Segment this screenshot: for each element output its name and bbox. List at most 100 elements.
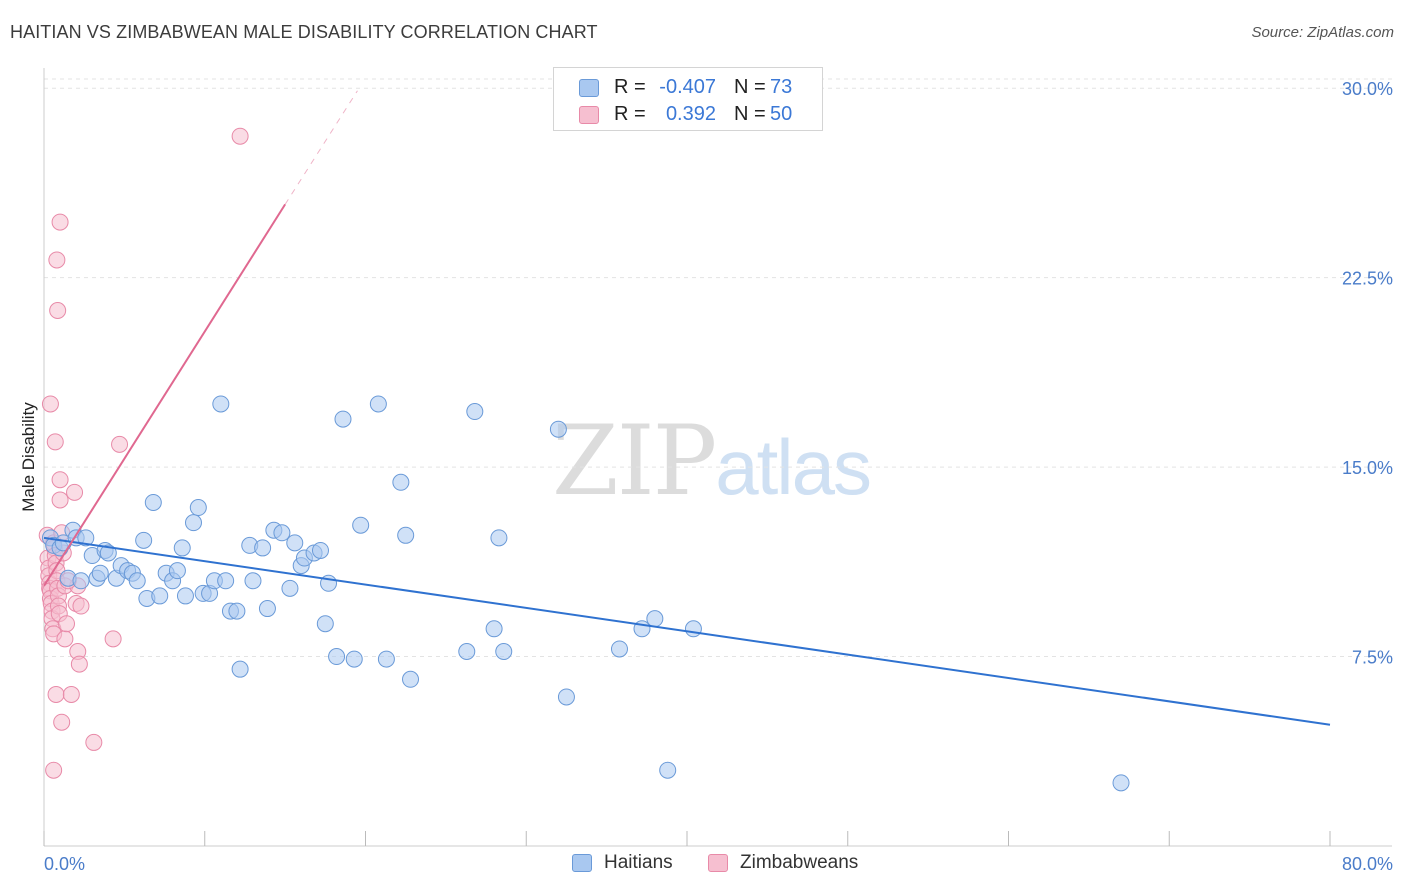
legend-r-label: R = — [614, 76, 646, 98]
trend-lines — [43, 90, 1331, 726]
zimbabweans-point — [53, 713, 71, 731]
haitians-point — [659, 761, 677, 779]
legend-row-haitians: R = -0.407 N = 73 — [554, 75, 822, 102]
zimbabweans-point — [45, 761, 63, 779]
zimbabweans-swatch — [579, 106, 599, 124]
legend-n-label: N = — [734, 103, 766, 125]
haitians-point — [397, 526, 415, 544]
zimbabweans-point — [51, 213, 69, 231]
x-ticks — [43, 831, 1331, 846]
x-tick-label: 80.0% — [1342, 854, 1393, 874]
legend-n-value: 50 — [770, 103, 793, 125]
haitians-point — [184, 514, 202, 532]
zimbabweans-point — [46, 433, 64, 451]
correlation-legend: R = -0.407 N = 73 R = 0.392 N = 50 — [553, 67, 823, 131]
haitians-point — [392, 473, 410, 491]
haitians-point — [231, 660, 249, 678]
haitians-point — [281, 579, 299, 597]
series-legend: Haitians Zimbabweans — [0, 851, 1406, 877]
haitians-legend-label: Haitians — [604, 852, 673, 873]
haitians-point — [485, 620, 503, 638]
haitians-point — [176, 587, 194, 605]
haitians-point — [254, 539, 272, 557]
haitians-point — [495, 643, 513, 660]
haitians-point — [258, 600, 276, 618]
zimbabweans-point — [66, 483, 84, 501]
haitians-point — [328, 648, 346, 666]
haitians-point — [99, 544, 117, 562]
source-credit: Source: ZipAtlas.com — [1251, 24, 1394, 41]
haitians-point — [144, 493, 162, 511]
zimbabweans-point — [56, 630, 74, 648]
series-haitians — [41, 395, 1130, 792]
x-tick-labels: 0.0% 80.0% — [44, 854, 1393, 874]
haitians-point — [189, 499, 207, 517]
legend-row-zimbabweans: R = 0.392 N = 50 — [554, 102, 822, 129]
haitians-point — [173, 539, 191, 557]
zimbabweans-point — [85, 733, 103, 751]
watermark-zip: ZIP — [552, 405, 717, 517]
haitians-point — [128, 572, 146, 590]
gridlines — [44, 78, 1392, 658]
legend-r-value: 0.392 — [665, 103, 716, 125]
haitians-point — [458, 643, 476, 660]
haitians-point — [244, 572, 262, 590]
haitians-point — [151, 587, 169, 605]
zimbabweans-legend-swatch — [708, 854, 728, 872]
haitians-point — [646, 610, 664, 628]
zimbabweans-point — [62, 685, 80, 703]
haitians-point — [135, 531, 153, 549]
haitians-point — [610, 640, 628, 658]
haitians-point — [490, 529, 508, 547]
haitians-point — [316, 615, 334, 633]
y-tick-labels: 7.5% 15.0% 22.5% 30.0% — [1342, 79, 1393, 667]
zimbabweans-trend-line — [43, 203, 286, 587]
haitians-point — [168, 562, 186, 580]
haitians-point — [72, 572, 90, 590]
y-tick-label: 22.5% — [1342, 269, 1393, 289]
haitians-point — [402, 670, 420, 688]
haitians-point — [77, 529, 95, 547]
y-axis-title: Male Disability — [19, 402, 38, 512]
legend-n-value: 73 — [770, 76, 793, 98]
zimbabweans-point — [72, 597, 90, 615]
zimbabweans-point — [47, 685, 65, 703]
haitians-point — [311, 541, 329, 559]
haitians-point — [466, 403, 484, 421]
zimbabweans-legend-label: Zimbabweans — [740, 852, 859, 873]
legend-r-value: -0.407 — [659, 76, 716, 98]
zimbabweans-point — [51, 471, 69, 489]
haitians-point — [217, 572, 235, 590]
zimbabweans-point — [111, 435, 129, 453]
haitians-swatch — [579, 79, 599, 97]
haitians-point — [549, 420, 567, 438]
zimbabweans-trend-extension — [284, 90, 358, 205]
haitians-point — [286, 534, 304, 552]
y-tick-label: 30.0% — [1342, 79, 1393, 99]
haitians-point — [352, 516, 370, 534]
zimbabweans-point — [51, 491, 69, 509]
haitians-point — [228, 602, 246, 620]
zimbabweans-point — [41, 395, 59, 413]
haitians-point — [334, 410, 352, 428]
y-tick-label: 15.0% — [1342, 458, 1393, 478]
zimbabweans-point — [104, 630, 122, 648]
zimbabweans-point — [58, 615, 76, 633]
haitians-point — [91, 564, 109, 582]
haitians-point — [273, 524, 291, 542]
y-tick-label: 7.5% — [1352, 648, 1393, 668]
zimbabweans-point — [48, 251, 66, 269]
zimbabweans-point — [231, 127, 249, 145]
haitians-trend-line — [43, 536, 1331, 726]
haitians-point — [377, 650, 395, 668]
haitians-legend-swatch — [572, 854, 592, 872]
x-tick-label: 0.0% — [44, 854, 85, 874]
haitians-point — [212, 395, 230, 413]
haitians-point — [557, 688, 575, 706]
axes — [43, 68, 1392, 847]
series-zimbabweans — [38, 127, 249, 779]
chart-title: HAITIAN VS ZIMBABWEAN MALE DISABILITY CO… — [10, 22, 598, 42]
haitians-point — [369, 395, 387, 413]
haitians-point — [345, 650, 363, 668]
